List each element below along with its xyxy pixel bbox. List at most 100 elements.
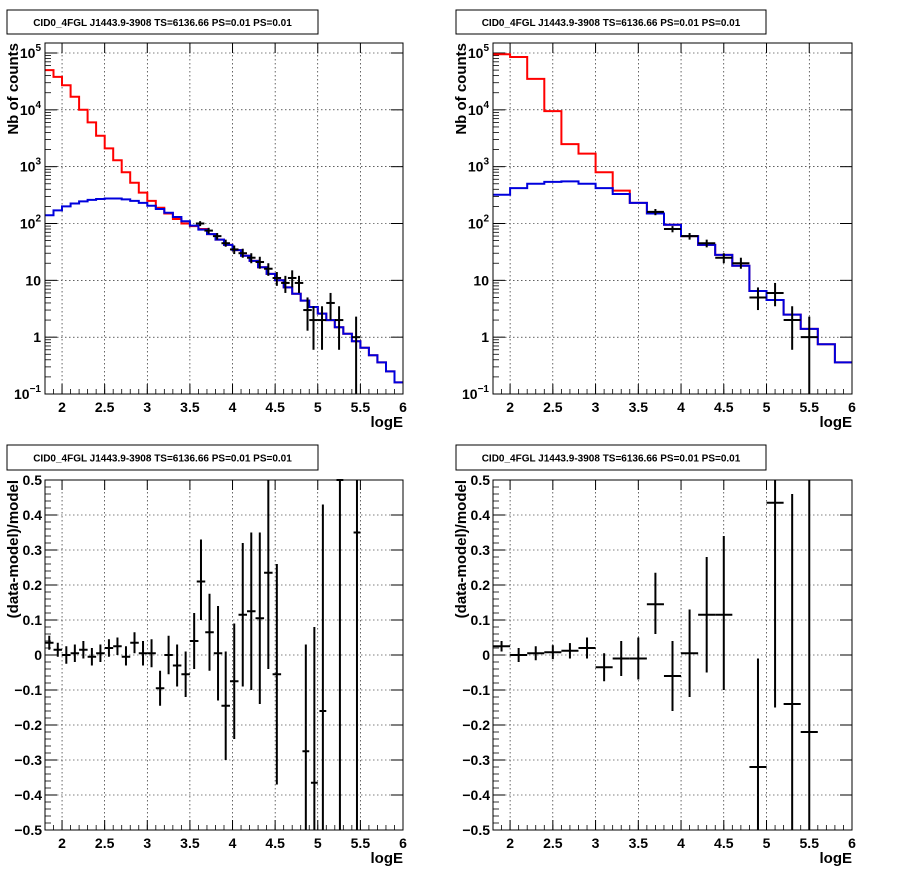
data-point bbox=[309, 306, 318, 350]
y-tick-label: 0.3 bbox=[23, 542, 43, 558]
data-point bbox=[212, 233, 222, 240]
data-point bbox=[204, 227, 213, 234]
chart-panel-3: CID0_4FGL J1443.9-3908 TS=6136.66 PS=0.0… bbox=[5, 444, 407, 867]
y-tick-label: −0.5 bbox=[14, 822, 42, 838]
y-tick-label: 10 bbox=[473, 272, 489, 288]
x-tick-label: 6 bbox=[399, 835, 407, 851]
x-tick-label: 4 bbox=[677, 399, 685, 415]
data-point bbox=[287, 270, 297, 288]
data-point bbox=[510, 648, 528, 662]
x-tick-label: 6 bbox=[848, 399, 856, 415]
chart-title: CID0_4FGL J1443.9-3908 TS=6136.66 PS=0.0… bbox=[482, 454, 741, 465]
chart-panel-4: CID0_4FGL J1443.9-3908 TS=6136.66 PS=0.0… bbox=[453, 444, 856, 867]
data-point bbox=[766, 282, 784, 307]
x-tick-label: 2 bbox=[506, 399, 514, 415]
data-point bbox=[612, 641, 630, 676]
data-point bbox=[104, 639, 114, 657]
x-tick-label: 5.5 bbox=[800, 835, 820, 851]
y-tick-label: 0.2 bbox=[23, 577, 43, 593]
y-tick-label: 104 bbox=[20, 100, 42, 118]
x-axis-label: logE bbox=[820, 850, 853, 867]
data-point bbox=[229, 623, 239, 739]
data-point bbox=[303, 297, 312, 331]
y-tick-label: 0.2 bbox=[471, 577, 491, 593]
data-point bbox=[544, 645, 562, 660]
chart-title: CID0_4FGL J1443.9-3908 TS=6136.66 PS=0.0… bbox=[33, 454, 292, 465]
title-box bbox=[455, 444, 767, 471]
data-point bbox=[79, 641, 88, 659]
x-tick-label: 3.5 bbox=[180, 399, 200, 415]
data-point bbox=[715, 253, 733, 264]
data-point bbox=[629, 637, 647, 680]
data-point bbox=[800, 480, 818, 830]
data-point bbox=[70, 644, 80, 662]
data-point bbox=[213, 606, 223, 701]
y-tick-label: 105 bbox=[20, 43, 42, 61]
y-tick-label: 0 bbox=[482, 647, 490, 663]
histogram-series-1 bbox=[493, 53, 852, 364]
x-tick-label: 5 bbox=[314, 835, 322, 851]
x-tick-label: 3 bbox=[592, 399, 600, 415]
data-point bbox=[663, 226, 682, 233]
data-point bbox=[272, 564, 282, 785]
data-point bbox=[317, 306, 327, 350]
data-point bbox=[646, 208, 664, 216]
data-point bbox=[255, 532, 265, 704]
y-tick-label: −0.2 bbox=[462, 717, 490, 733]
y-tick-label: −0.4 bbox=[462, 787, 490, 803]
data-point bbox=[749, 287, 767, 311]
data-point bbox=[189, 613, 199, 669]
y-tick-label: −0.1 bbox=[14, 682, 42, 698]
x-tick-label: 6 bbox=[848, 835, 856, 851]
x-tick-label: 4.5 bbox=[265, 399, 285, 415]
x-tick-label: 2.5 bbox=[543, 835, 563, 851]
y-tick-label: 0.4 bbox=[23, 507, 43, 523]
data-point bbox=[578, 637, 596, 659]
y-tick-label: 1 bbox=[481, 329, 489, 345]
data-point bbox=[527, 646, 545, 661]
y-tick-label: 0.4 bbox=[471, 507, 491, 523]
x-axis-label: logE bbox=[820, 414, 853, 431]
x-axis-label: logE bbox=[371, 850, 404, 867]
y-tick-label: 0.5 bbox=[23, 472, 43, 488]
data-point bbox=[147, 639, 156, 668]
x-axis-label: logE bbox=[371, 414, 404, 431]
y-axis-label: Nb of counts bbox=[5, 43, 22, 135]
x-tick-label: 2.5 bbox=[543, 399, 563, 415]
y-tick-label: 0.3 bbox=[471, 542, 491, 558]
data-point bbox=[172, 644, 182, 687]
y-tick-label: 104 bbox=[468, 100, 490, 118]
x-tick-label: 4.5 bbox=[714, 835, 734, 851]
data-point bbox=[595, 653, 613, 682]
y-tick-label: 10 bbox=[25, 272, 41, 288]
data-point bbox=[130, 632, 139, 654]
data-point bbox=[181, 651, 190, 697]
x-tick-label: 5.5 bbox=[351, 835, 371, 851]
x-tick-label: 2 bbox=[506, 835, 514, 851]
data-point bbox=[732, 257, 750, 269]
x-tick-label: 2 bbox=[58, 399, 66, 415]
data-point bbox=[96, 644, 105, 662]
x-tick-label: 3.5 bbox=[629, 399, 649, 415]
data-point bbox=[749, 658, 767, 830]
data-point bbox=[326, 292, 335, 321]
x-tick-label: 5 bbox=[763, 835, 771, 851]
chart-panel-2: CID0_4FGL J1443.9-3908 TS=6136.66 PS=0.0… bbox=[453, 9, 856, 431]
data-point bbox=[294, 275, 304, 293]
y-tick-label: 10−1 bbox=[14, 384, 41, 402]
data-point bbox=[646, 572, 664, 634]
y-tick-label: 105 bbox=[468, 43, 490, 61]
y-tick-label: 102 bbox=[468, 214, 490, 232]
data-point bbox=[302, 644, 310, 830]
data-point bbox=[164, 635, 173, 675]
data-point bbox=[783, 494, 801, 830]
data-point bbox=[663, 641, 682, 711]
data-point bbox=[155, 670, 165, 706]
x-tick-label: 3.5 bbox=[180, 835, 200, 851]
data-point bbox=[247, 253, 256, 264]
y-tick-label: −0.3 bbox=[462, 752, 490, 768]
title-box bbox=[455, 9, 767, 35]
data-point bbox=[561, 643, 579, 659]
data-point bbox=[87, 648, 97, 666]
